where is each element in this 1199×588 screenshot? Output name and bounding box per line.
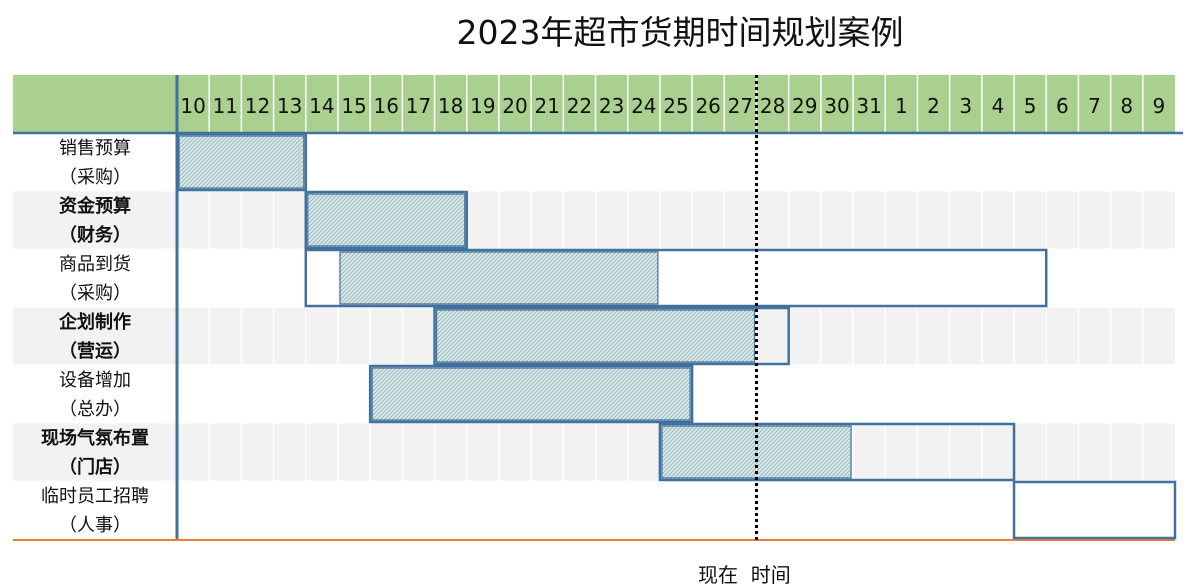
task-label: 企划制作 bbox=[58, 311, 131, 333]
row-band bbox=[13, 191, 1175, 249]
plan-bar bbox=[658, 422, 1016, 482]
task-label: （人事） bbox=[59, 515, 131, 536]
row-band bbox=[13, 423, 1175, 481]
column-label: 10 bbox=[180, 94, 205, 118]
task-label: （总办） bbox=[59, 399, 131, 420]
column-label: 13 bbox=[277, 94, 302, 118]
column-label: 31 bbox=[856, 94, 881, 118]
column-label: 12 bbox=[245, 94, 270, 118]
column-label: 20 bbox=[502, 94, 527, 118]
column-label: 28 bbox=[760, 94, 785, 118]
column-label: 27 bbox=[728, 94, 753, 118]
column-label: 30 bbox=[824, 94, 849, 118]
actual-bar bbox=[371, 367, 691, 421]
task-label: （营运） bbox=[59, 340, 131, 362]
column-label: 19 bbox=[470, 94, 495, 118]
task-label: （采购） bbox=[59, 283, 131, 304]
column-label: 25 bbox=[663, 94, 688, 118]
actual-bar bbox=[178, 135, 305, 189]
task-label: 临时员工招聘 bbox=[41, 486, 149, 507]
plan-bar bbox=[433, 306, 790, 366]
actual-bar bbox=[339, 251, 659, 305]
column-label: 6 bbox=[1056, 94, 1069, 118]
task-label: 资金预算 bbox=[59, 195, 131, 217]
column-label: 11 bbox=[213, 94, 238, 118]
column-label: 2 bbox=[927, 94, 940, 118]
task-label: 设备增加 bbox=[59, 370, 131, 391]
chart-title: 2023年超市货期时间规划案例 bbox=[456, 13, 904, 52]
column-label: 8 bbox=[1120, 94, 1133, 118]
column-label: 3 bbox=[959, 94, 972, 118]
now-label: 现在 时间 bbox=[698, 563, 791, 587]
column-label: 16 bbox=[374, 94, 399, 118]
task-label: （采购） bbox=[59, 167, 131, 188]
actual-bar bbox=[435, 309, 756, 363]
plan-bar bbox=[1012, 480, 1177, 540]
plan-bar bbox=[304, 190, 468, 250]
task-label: （门店） bbox=[59, 456, 131, 478]
column-label: 23 bbox=[599, 94, 624, 118]
task-label: 商品到货 bbox=[59, 254, 131, 275]
actual-bar bbox=[307, 193, 466, 247]
column-label: 29 bbox=[792, 94, 817, 118]
column-label: 9 bbox=[1153, 94, 1166, 118]
column-label: 1 bbox=[895, 94, 908, 118]
column-label: 22 bbox=[567, 94, 592, 118]
column-label: 24 bbox=[631, 94, 656, 118]
plan-bar bbox=[175, 132, 308, 192]
column-label: 26 bbox=[695, 94, 720, 118]
column-label: 18 bbox=[438, 94, 463, 118]
column-label: 21 bbox=[534, 94, 559, 118]
task-label: 现场气氛布置 bbox=[41, 427, 149, 449]
column-label: 14 bbox=[309, 94, 334, 118]
column-label: 5 bbox=[1024, 94, 1037, 118]
plan-bar bbox=[304, 248, 1048, 308]
column-label: 4 bbox=[992, 94, 1005, 118]
actual-bar bbox=[661, 425, 852, 479]
column-label: 17 bbox=[406, 94, 431, 118]
column-label: 15 bbox=[341, 94, 366, 118]
column-label: 7 bbox=[1088, 94, 1101, 118]
task-label: 销售预算 bbox=[59, 138, 131, 159]
plan-bar bbox=[368, 364, 694, 424]
task-label: （财务） bbox=[59, 224, 131, 246]
